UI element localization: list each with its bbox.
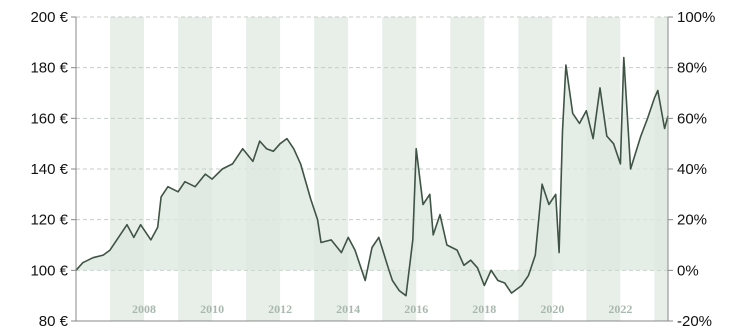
right-axis-ticks: -20% 0% 20% 40% 60% 80% 100% [668, 9, 715, 329]
right-tick-label: 20% [677, 212, 707, 229]
year-label: 2018 [472, 302, 496, 316]
right-tick-label: -20% [677, 313, 712, 329]
year-label: 2016 [404, 302, 428, 316]
right-tick-label: 60% [677, 110, 707, 127]
right-tick-label: 100% [677, 9, 715, 26]
left-tick-label: 120 € [30, 212, 68, 229]
right-tick-label: 40% [677, 161, 707, 178]
left-axis-ticks: 80 € 100 € 120 € 140 € 160 € 180 € 200 € [30, 9, 76, 329]
year-label: 2020 [540, 302, 564, 316]
left-tick-label: 180 € [30, 60, 68, 77]
right-tick-label: 80% [677, 60, 707, 77]
left-tick-label: 200 € [30, 9, 68, 26]
left-tick-label: 100 € [30, 262, 68, 279]
price-series-line [75, 56, 669, 297]
year-label: 2012 [268, 302, 292, 316]
left-tick-label: 80 € [39, 313, 69, 329]
performance-area-fill [76, 57, 668, 296]
year-label: 2022 [608, 302, 632, 316]
left-tick-label: 160 € [30, 110, 68, 127]
year-label: 2008 [132, 302, 156, 316]
year-labels: 2008 2010 2012 2014 2016 2018 2020 2022 [132, 302, 632, 316]
year-label: 2010 [200, 302, 224, 316]
year-label: 2014 [336, 302, 360, 316]
left-tick-label: 140 € [30, 161, 68, 178]
right-tick-label: 0% [677, 262, 699, 279]
